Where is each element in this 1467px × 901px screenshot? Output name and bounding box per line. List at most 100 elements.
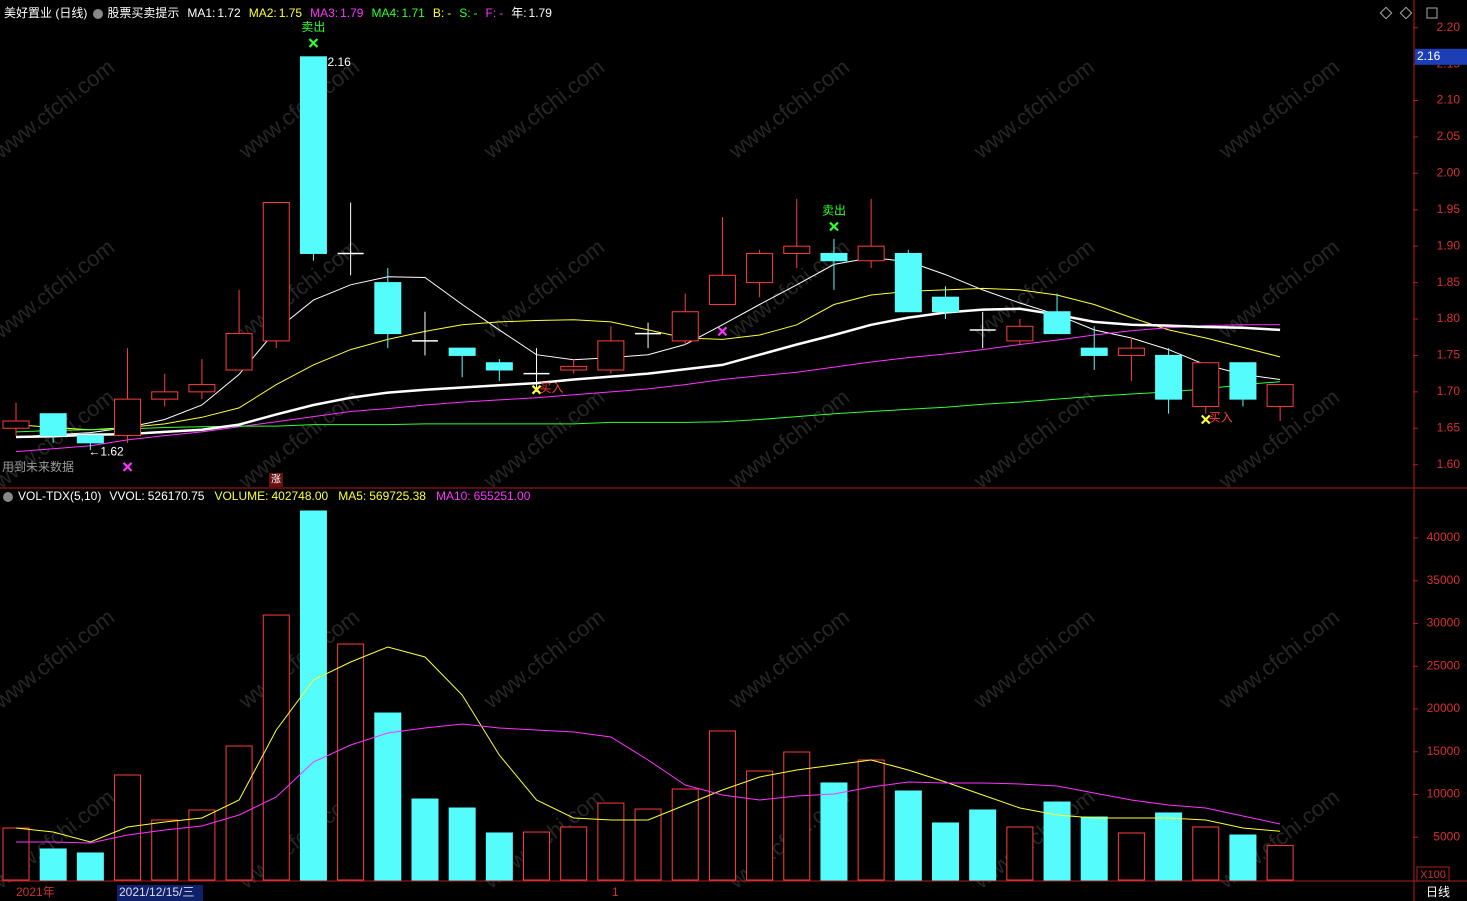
- volume-bar: [597, 802, 625, 881]
- volume-bar: [262, 614, 290, 881]
- candle-body: [894, 252, 922, 313]
- header-item: MA4:: [371, 6, 399, 20]
- volume-bar: [337, 643, 365, 881]
- cursor-price-box: [1415, 48, 1467, 65]
- y-tick-label: 2.00: [1437, 166, 1461, 180]
- y-tick-label: 2.05: [1437, 129, 1461, 143]
- header-item: S:: [459, 6, 470, 20]
- candle-body: [114, 398, 142, 437]
- y-tick-label: 20000: [1427, 701, 1461, 715]
- header-item: 1.72: [217, 6, 241, 20]
- volume-bar: [374, 712, 402, 881]
- header-item: 1.71: [401, 6, 425, 20]
- signal-label: 买入: [540, 381, 564, 395]
- header-item: 402748.00: [271, 489, 328, 503]
- candle-body: [671, 311, 699, 342]
- header-item: -: [447, 6, 451, 20]
- volume-bar: [485, 832, 513, 881]
- signal-label: 卖出: [301, 20, 325, 34]
- low-label: ←1.62: [88, 444, 124, 458]
- candle-body: [1192, 362, 1220, 407]
- ma-line: [15, 324, 1281, 453]
- candle-body: [857, 245, 885, 262]
- toolbar-icon[interactable]: [1379, 6, 1393, 20]
- volume-bar: [671, 788, 699, 881]
- volume-bar: [225, 745, 253, 881]
- candle-body: [374, 282, 402, 335]
- volume-bar: [1080, 816, 1108, 881]
- volume-bar: [746, 770, 774, 881]
- volume-bar: [188, 809, 216, 881]
- volume-bar: [1155, 812, 1183, 881]
- header-item: 1.79: [340, 6, 364, 20]
- signal-marker: [829, 221, 839, 232]
- indicator-icon[interactable]: [3, 492, 13, 502]
- candle-body: [39, 413, 67, 437]
- y-tick-label: 40000: [1427, 530, 1461, 544]
- candle-body: [1229, 362, 1257, 400]
- header-item: 655251.00: [474, 489, 531, 503]
- signal-marker: [122, 462, 133, 472]
- header-item: -: [474, 6, 478, 20]
- date-label: 2021/12/15/三: [119, 885, 194, 899]
- toolbar-icon[interactable]: [1426, 7, 1438, 19]
- indicator-icon[interactable]: [93, 9, 103, 19]
- candle-body: [746, 252, 774, 284]
- header-item: MA5:: [338, 489, 366, 503]
- y-tick-label: 2.20: [1437, 20, 1461, 34]
- header-item: 1.75: [279, 6, 303, 20]
- y-tick-label: 1.60: [1437, 457, 1461, 471]
- y-tick-label: 35000: [1427, 573, 1461, 587]
- time-mark: 1: [612, 885, 619, 899]
- volume-bar: [523, 831, 551, 881]
- candle-body: [1266, 384, 1294, 407]
- candle-body: [299, 56, 327, 254]
- y-tick-label: 1.65: [1437, 420, 1461, 434]
- header-item: MA3:: [310, 6, 338, 20]
- header-item: 526170.75: [148, 489, 205, 503]
- volume-bar: [820, 782, 848, 881]
- header-item: 股票买卖提示: [107, 5, 179, 20]
- candle-body: [1080, 347, 1108, 356]
- volume-bar: [1266, 845, 1294, 881]
- volume-bar: [1006, 826, 1034, 881]
- volume-bar: [39, 848, 67, 881]
- volume-bar: [857, 759, 885, 881]
- candle-body: [597, 340, 625, 371]
- header-item: MA2:: [249, 6, 277, 20]
- header-item: 美好置业 (日线): [4, 6, 87, 20]
- volume-bar: [969, 809, 997, 881]
- date-box: [117, 885, 203, 901]
- y-tick-label: 1.80: [1437, 311, 1461, 325]
- volume-bar: [1192, 826, 1220, 881]
- y-tick-label: 2.10: [1437, 93, 1461, 107]
- volume-bar: [1117, 832, 1145, 881]
- y-tick-label: 1.75: [1437, 348, 1461, 362]
- ma-line: [15, 646, 1281, 843]
- header-item: VOL-TDX(5,10): [18, 489, 101, 503]
- y-tick-label: 15000: [1427, 744, 1461, 758]
- volume-bar: [560, 826, 588, 881]
- period-label: 日线: [1426, 885, 1450, 899]
- signal-marker: [531, 384, 542, 395]
- y-tick-label: 1.90: [1437, 238, 1461, 252]
- candle-body: [225, 333, 253, 371]
- signal-marker: [717, 326, 728, 337]
- badge-box: [269, 473, 283, 487]
- candle-body: [932, 296, 959, 313]
- header-item: 569725.38: [369, 489, 426, 503]
- volume-bar: [76, 852, 104, 881]
- candle-body: [1117, 347, 1145, 356]
- candle-body: [151, 391, 179, 400]
- toolbar-icon[interactable]: [1399, 6, 1413, 20]
- header-item: F:: [486, 6, 497, 20]
- volume-bar: [299, 510, 327, 881]
- candle-body: [76, 435, 104, 444]
- volume-bar: [448, 807, 476, 881]
- y-tick-label: 1.95: [1437, 202, 1461, 216]
- y-tick-label: 10000: [1427, 787, 1461, 801]
- y-tick-label: 1.85: [1437, 275, 1461, 289]
- candle-body: [262, 201, 290, 342]
